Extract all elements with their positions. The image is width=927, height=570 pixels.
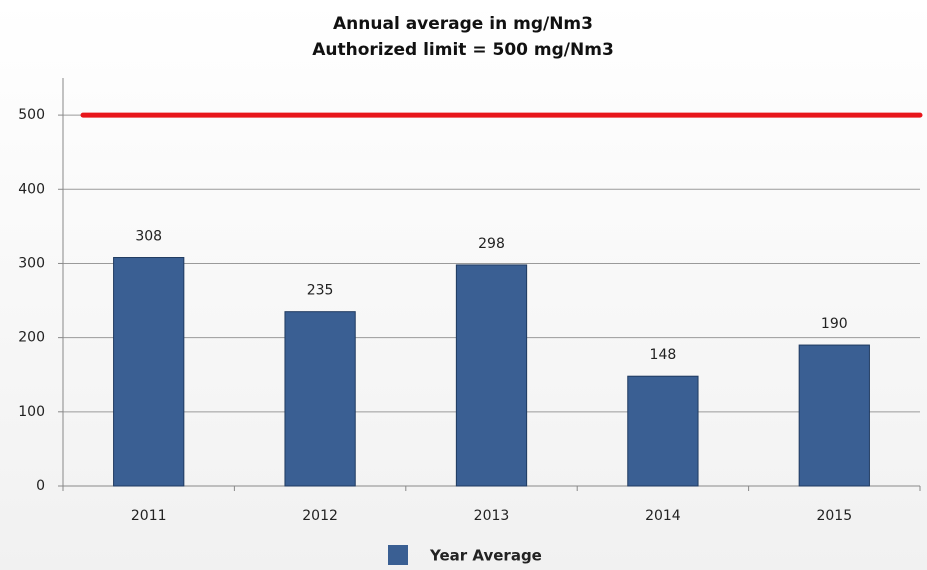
data-label: 190	[821, 316, 848, 332]
bar	[113, 257, 185, 487]
x-tick-label: 2012	[302, 508, 338, 524]
y-tick-label: 100	[18, 404, 45, 420]
bar	[455, 264, 528, 487]
legend-label: Year Average	[429, 547, 542, 565]
y-tick-label: 200	[18, 330, 45, 346]
bar	[284, 311, 356, 487]
chart-subtitle: Authorized limit = 500 mg/Nm3	[312, 40, 614, 60]
bar	[627, 375, 699, 487]
y-tick-label: 500	[18, 107, 45, 123]
chart-title: Annual average in mg/Nm3	[333, 14, 593, 34]
data-label: 148	[650, 347, 677, 363]
x-tick-label: 2015	[816, 508, 852, 524]
bar	[798, 344, 870, 487]
y-tick-label: 0	[36, 478, 45, 494]
x-tick-label: 2013	[474, 508, 510, 524]
data-label: 308	[135, 229, 162, 245]
data-label: 298	[478, 236, 505, 252]
x-tick-label: 2011	[131, 508, 167, 524]
y-tick-label: 300	[18, 255, 45, 271]
legend-swatch	[388, 545, 408, 565]
data-label: 235	[307, 283, 334, 299]
y-tick-label: 400	[18, 181, 45, 197]
x-tick-label: 2014	[645, 508, 681, 524]
